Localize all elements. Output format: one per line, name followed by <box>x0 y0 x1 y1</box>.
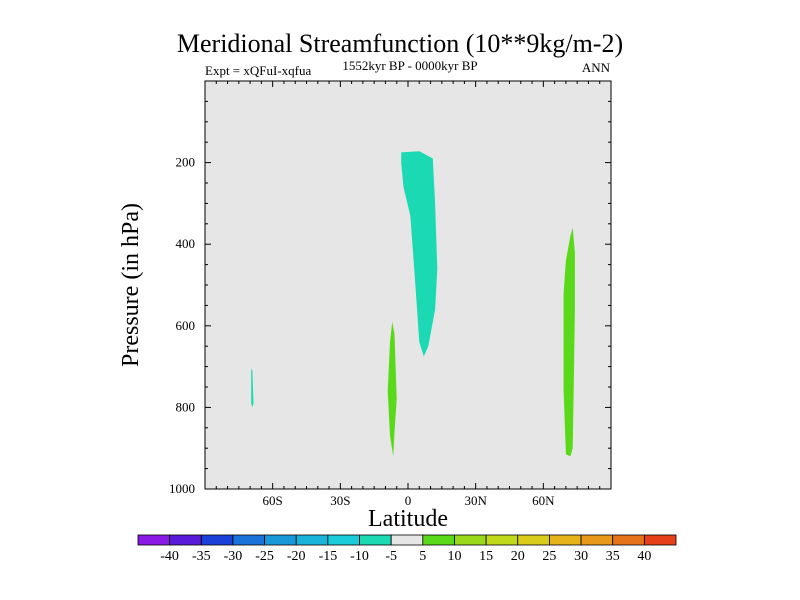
contour-region-northern-high-lat-positive <box>563 227 575 457</box>
colorbar-label: -15 <box>319 549 338 564</box>
colorbar-box <box>200 534 234 546</box>
colorbar-label: 35 <box>606 549 620 564</box>
colorbar-box <box>327 534 360 546</box>
colorbar-label: 20 <box>511 549 525 564</box>
y-tick-label: 800 <box>176 399 196 414</box>
colorbar-label: 10 <box>448 549 462 564</box>
x-tick-label: 0 <box>405 493 412 508</box>
colorbar-label: -20 <box>287 549 306 564</box>
colorbar-box <box>643 534 677 546</box>
colorbar-box <box>264 534 297 546</box>
x-tick-label: 30S <box>330 493 350 508</box>
y-axis-label: Pressure (in hPa) <box>118 203 144 367</box>
x-tick-label: 60S <box>263 493 283 508</box>
x-axis: 60S 30S 0 30N 60N <box>215 81 601 508</box>
contour-region-upper-tropical-negative <box>401 151 438 357</box>
colorbar-label: -25 <box>255 549 274 564</box>
colorbar-box <box>422 534 455 546</box>
plot-area <box>205 81 611 489</box>
season-label: ANN <box>582 60 611 75</box>
colorbar-label: 5 <box>419 549 426 564</box>
colorbar-box <box>454 534 487 546</box>
colorbar-label: 15 <box>479 549 493 564</box>
colorbar-box <box>580 534 614 546</box>
colorbar-box <box>232 534 265 546</box>
contour-regions <box>251 151 575 457</box>
experiment-label: Expt = xQFuI-xqfua <box>205 63 311 78</box>
colorbar-label: 25 <box>542 549 556 564</box>
y-tick-label: 200 <box>176 155 196 170</box>
colorbar-box <box>549 534 582 546</box>
colorbar-box <box>612 534 645 546</box>
y-tick-label: 600 <box>176 318 196 333</box>
colorbar-label: -10 <box>350 549 369 564</box>
time-range-label: 1552kyr BP - 0000kyr BP <box>342 58 477 73</box>
colorbar-box <box>517 534 550 546</box>
colorbar-box <box>390 534 424 546</box>
colorbar-label: -35 <box>192 549 211 564</box>
y-tick-label: 400 <box>176 236 196 251</box>
colorbar-box <box>169 534 202 546</box>
colorbar-box <box>359 534 392 546</box>
colorbar-box <box>137 534 171 546</box>
chart-title: Meridional Streamfunction (10**9kg/m-2) <box>177 29 623 58</box>
colorbar-label: -30 <box>224 549 243 564</box>
y-tick-label: 1000 <box>169 481 195 496</box>
contour-region-southern-high-lat-negative <box>251 368 254 408</box>
colorbar-label: 30 <box>574 549 588 564</box>
colorbar: -40 -35 -30 -25 -20 -15 -10 -5 5 10 15 20 25 30 35 40 <box>137 534 677 564</box>
colorbar-label: -5 <box>385 549 397 564</box>
x-tick-label: 60N <box>532 493 555 508</box>
colorbar-label: 40 <box>637 549 651 564</box>
contour-region-lower-tropical-positive <box>387 321 397 457</box>
x-tick-label: 30N <box>464 493 487 508</box>
colorbar-box <box>295 534 329 546</box>
y-axis: 200 400 600 800 1000 <box>169 100 611 496</box>
colorbar-label: -40 <box>160 549 179 564</box>
colorbar-box <box>485 534 519 546</box>
x-axis-label: Latitude <box>368 506 448 532</box>
